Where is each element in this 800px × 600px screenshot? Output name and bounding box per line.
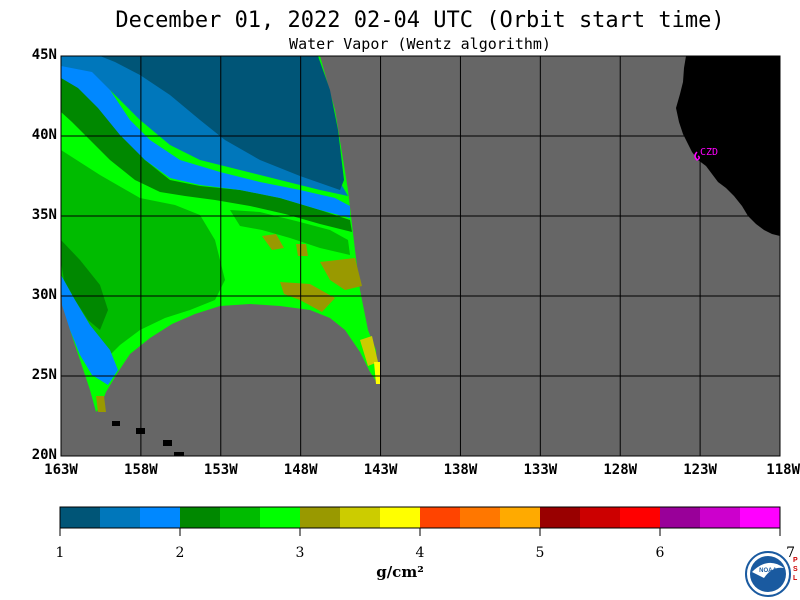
colorbar-tick-label: 5 xyxy=(535,545,545,561)
longitude-label: 138W xyxy=(443,462,478,478)
colorbar-segment xyxy=(740,507,781,528)
latitude-label: 40N xyxy=(31,127,57,143)
colorbar-segment xyxy=(460,507,501,528)
longitude-label: 118W xyxy=(766,462,800,478)
longitude-label: 123W xyxy=(683,462,717,478)
longitude-label: 143W xyxy=(363,462,398,478)
vapor-region-dark-green xyxy=(61,60,352,232)
colorbar-tick-label: 7 xyxy=(786,545,795,561)
vapor-region-bright-blue-west xyxy=(61,275,118,385)
psl-letter: L xyxy=(793,575,798,582)
colorbar-segment xyxy=(420,507,461,528)
map-grid xyxy=(61,56,780,456)
noaa-logo-bird xyxy=(752,562,784,578)
noaa-logo-text: NOAA xyxy=(759,568,777,574)
vapor-region-dark-blue xyxy=(100,56,344,190)
vapor-region-olive-5 xyxy=(96,396,106,412)
colorbar-segment xyxy=(620,507,661,528)
vapor-region-dark-green-west xyxy=(61,240,108,330)
island-maui xyxy=(163,440,172,446)
psl-letter: P xyxy=(793,557,798,564)
colorbar-segment xyxy=(500,507,541,528)
psl-letter: S xyxy=(793,566,798,573)
latitude-label: 20N xyxy=(31,447,57,463)
island-kauai xyxy=(112,421,120,426)
map-border xyxy=(60,55,781,457)
colorbar-segment xyxy=(220,507,261,528)
colorbar-segment xyxy=(380,507,421,528)
colorbar-segment xyxy=(60,507,101,528)
station-label: CZD xyxy=(700,147,718,158)
island-hawaii xyxy=(174,452,184,456)
vapor-region-bright-blue xyxy=(61,60,350,218)
map-subtitle: Water Vapor (Wentz algorithm) xyxy=(289,35,551,53)
longitude-label: 153W xyxy=(203,462,238,478)
water-vapor-swath xyxy=(61,56,380,412)
latitude-label: 45N xyxy=(31,47,57,63)
station-marker xyxy=(694,151,701,161)
colorbar-tick-label: 3 xyxy=(295,545,305,561)
vapor-region-green-east xyxy=(230,210,350,255)
colorbar-tick-label: 4 xyxy=(415,545,425,561)
colorbar-tick-label: 6 xyxy=(655,545,665,561)
vapor-region-olive-2 xyxy=(320,258,362,290)
colorbar-segment xyxy=(580,507,621,528)
colorbar-segment xyxy=(700,507,741,528)
colorbar-segment xyxy=(300,507,341,528)
colorbar-segment xyxy=(100,507,141,528)
colorbar-segment xyxy=(260,507,301,528)
longitude-label: 148W xyxy=(283,462,318,478)
colorbar-segment xyxy=(540,507,581,528)
longitude-label: 163W xyxy=(44,462,78,478)
longitude-label: 158W xyxy=(124,462,158,478)
vapor-region-olive xyxy=(262,234,284,250)
colorbar xyxy=(60,507,781,528)
longitude-label: 128W xyxy=(603,462,638,478)
colorbar-segment xyxy=(180,507,221,528)
latitude-label: 35N xyxy=(31,207,57,223)
latitude-label: 25N xyxy=(31,367,57,383)
longitude-label: 133W xyxy=(523,462,558,478)
latitude-label: 30N xyxy=(31,287,57,303)
vapor-region-olive-4 xyxy=(296,244,308,256)
colorbar-segment xyxy=(340,507,381,528)
vapor-region-yellow xyxy=(360,336,378,366)
noaa-logo-inner xyxy=(750,556,786,592)
colorbar-ticks xyxy=(59,528,781,536)
colorbar-segment xyxy=(140,507,181,528)
map-title: December 01, 2022 02-04 UTC (Orbit start… xyxy=(115,8,725,33)
vapor-region-olive-3 xyxy=(280,282,335,312)
land-mass xyxy=(676,56,780,236)
colorbar-unit: g/cm² xyxy=(376,563,424,581)
colorbar-tick-label: 2 xyxy=(175,545,185,561)
colorbar-segment xyxy=(660,507,701,528)
vapor-region-yellow-tip xyxy=(374,362,380,384)
colorbar-tick-label: 1 xyxy=(55,545,65,561)
